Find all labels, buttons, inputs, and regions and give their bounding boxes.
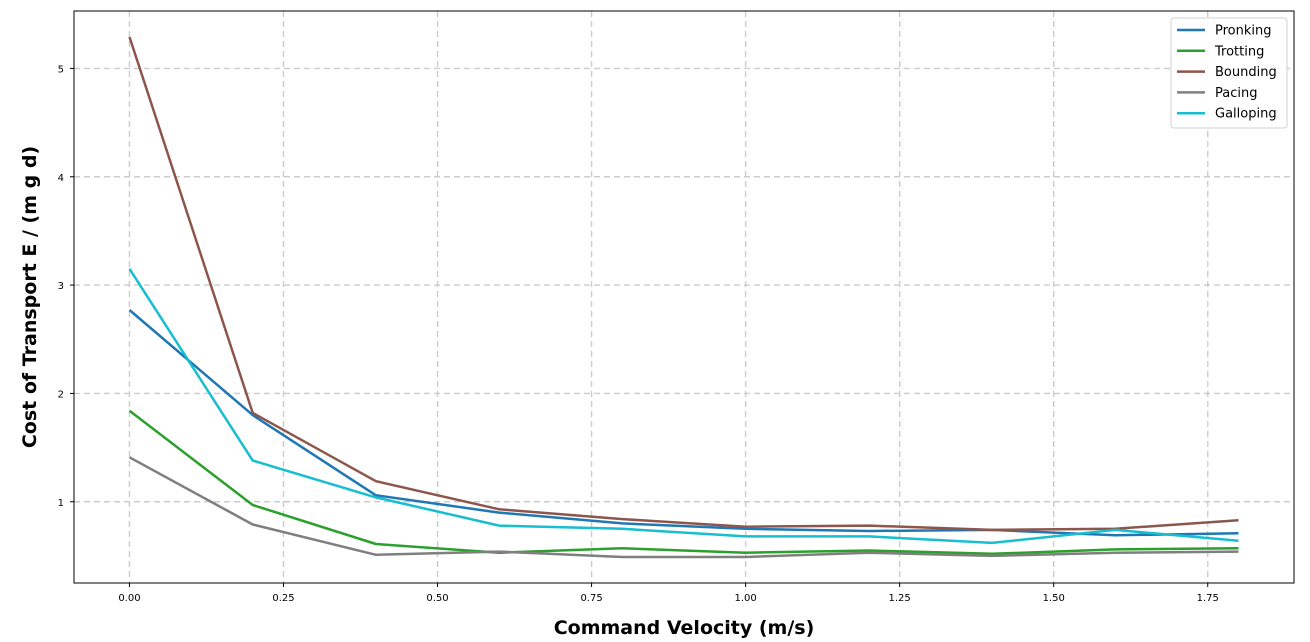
legend-label-pronking: Pronking (1215, 24, 1272, 39)
y-tick-label: 2 (58, 389, 64, 400)
legend-box (1170, 17, 1288, 129)
plot-area-frame (73, 10, 1295, 584)
x-tick-label: 1.00 (734, 593, 756, 604)
x-tick-label: 0.00 (118, 593, 140, 604)
x-tick-label: 1.75 (1197, 593, 1219, 604)
y-tick-label: 3 (58, 281, 64, 292)
grid (74, 11, 1294, 583)
x-axis-ticks: 0.00 0.25 0.50 0.75 1.00 1.25 1.50 1.75 (118, 583, 1219, 604)
series-line-trotting (128, 409, 1239, 556)
series-lines (128, 36, 1239, 559)
y-tick-label: 1 (58, 498, 64, 509)
x-tick-label: 0.75 (580, 593, 602, 604)
y-axis-ticks: 1 2 3 4 5 (58, 64, 74, 509)
legend: Pronking Trotting Bounding Pacing Galloping (1170, 17, 1288, 129)
series-line-pronking (128, 309, 1239, 537)
y-tick-label: 4 (58, 173, 64, 184)
x-tick-label: 0.25 (272, 593, 294, 604)
x-tick-label: 1.25 (889, 593, 911, 604)
legend-label-galloping: Galloping (1215, 107, 1277, 122)
legend-label-trotting: Trotting (1214, 44, 1264, 59)
legend-label-bounding: Bounding (1215, 65, 1277, 80)
x-tick-label: 0.50 (426, 593, 448, 604)
series-line-pacing (128, 456, 1239, 559)
legend-label-pacing: Pacing (1215, 86, 1257, 101)
x-axis-label: Command Velocity (m/s) (554, 617, 815, 639)
series-line-galloping (128, 268, 1239, 545)
y-tick-label: 5 (58, 64, 64, 75)
x-tick-label: 1.50 (1043, 593, 1065, 604)
series-line-bounding (128, 36, 1239, 532)
y-axis-label: Cost of Transport E / (m g d) (19, 146, 41, 448)
